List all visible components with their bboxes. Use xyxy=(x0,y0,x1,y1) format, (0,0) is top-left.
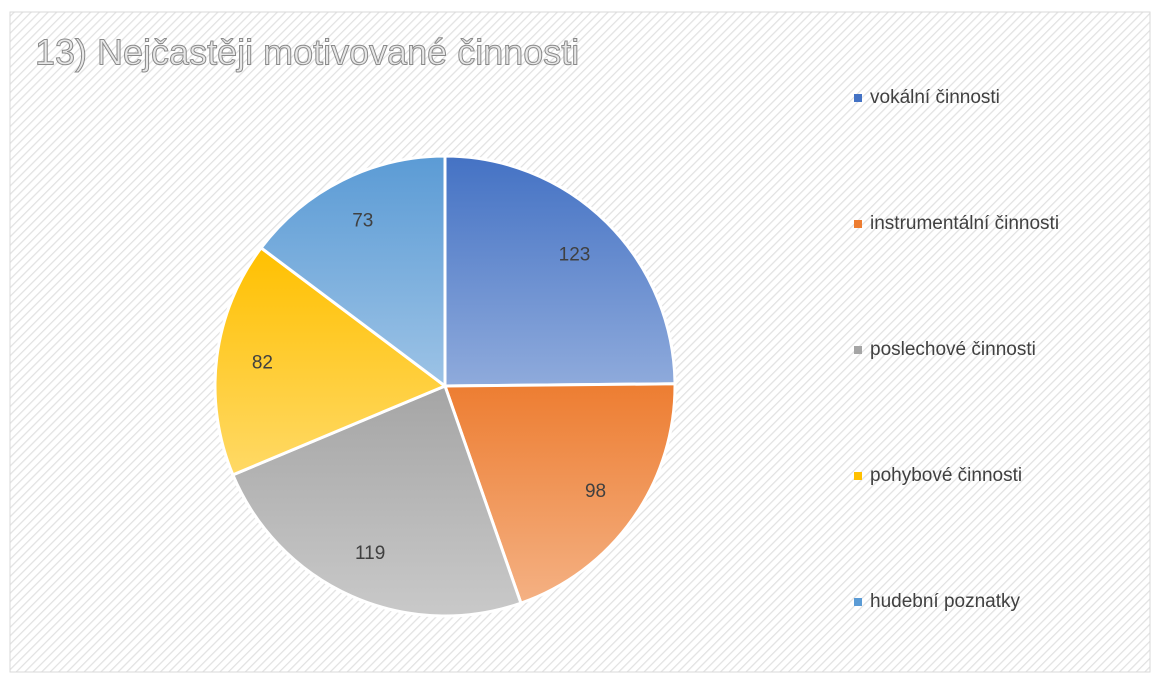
slice xyxy=(258,154,447,390)
data-label: 98 xyxy=(585,481,606,502)
slice xyxy=(230,384,523,618)
legend-label: poslechové činnosti xyxy=(870,339,1036,360)
data-label: 82 xyxy=(252,352,273,373)
legend-label: vokální činnosti xyxy=(870,87,1000,108)
data-label: 123 xyxy=(559,244,591,265)
legend-marker xyxy=(854,94,862,102)
legend-label: pohybové činnosti xyxy=(870,465,1022,486)
chart-title: 13) Nejčastěji motivované činnosti xyxy=(35,32,579,73)
legend-label: instrumentální činnosti xyxy=(870,213,1059,234)
data-label: 73 xyxy=(352,210,373,231)
slice xyxy=(443,154,677,388)
legend-marker xyxy=(854,472,862,480)
data-label: 119 xyxy=(355,543,385,564)
legend-marker xyxy=(854,598,862,606)
legend-label: hudební poznatky xyxy=(870,591,1021,612)
legend-marker xyxy=(854,220,862,228)
legend-marker xyxy=(854,346,862,354)
slice xyxy=(213,245,448,477)
